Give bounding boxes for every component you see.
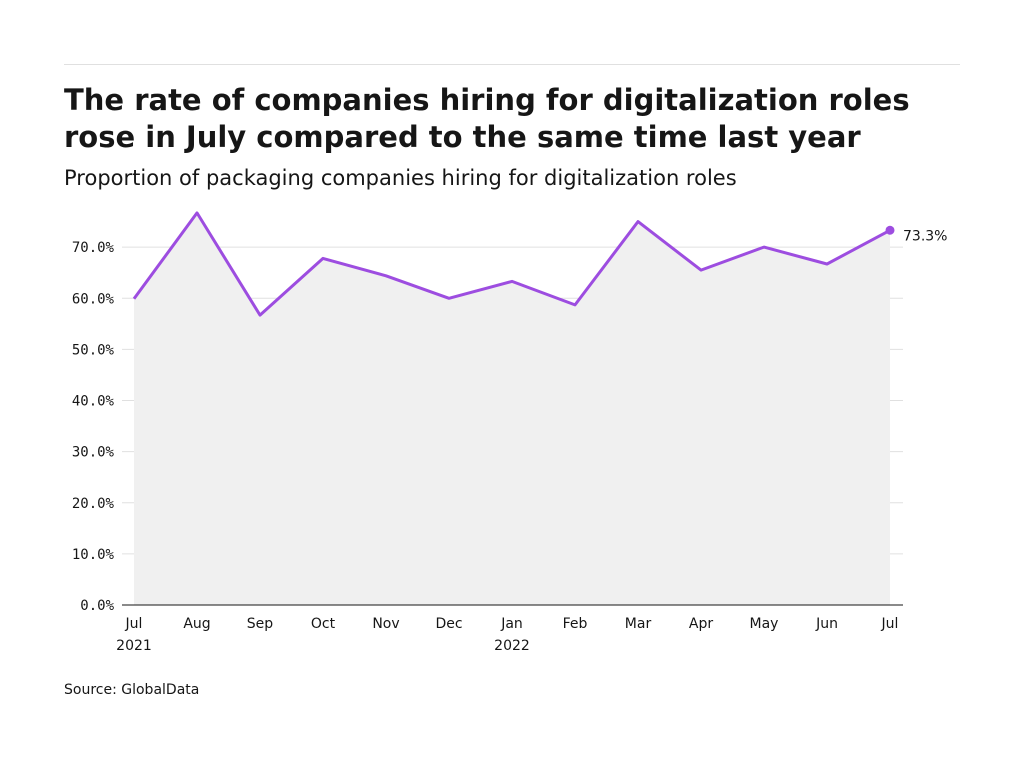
x-tick-label: Mar [625, 616, 652, 632]
y-tick-label: 30.0% [72, 445, 115, 461]
y-tick-label: 20.0% [72, 496, 115, 512]
x-tick-label: Feb [563, 616, 588, 632]
chart-title: The rate of companies hiring for digital… [64, 83, 910, 154]
series-line [132, 211, 891, 317]
x-tick-label: Jan [500, 616, 523, 632]
x-tick-label: Apr [689, 616, 713, 632]
area-fill [134, 212, 890, 605]
y-tick-label: 70.0% [72, 240, 115, 256]
x-tick-label: Dec [435, 616, 462, 632]
x-tick-label: Jun [815, 616, 838, 632]
x-tick-year-label: 2021 [116, 638, 152, 654]
x-tick-label: Nov [372, 616, 399, 632]
x-tick-label: Aug [183, 616, 210, 632]
y-tick-label: 40.0% [72, 394, 115, 410]
source-note: Source: GlobalData [64, 682, 200, 698]
y-tick-label: 50.0% [72, 342, 115, 358]
chart-subtitle: Proportion of packaging companies hiring… [64, 166, 737, 190]
x-tick-label: Oct [311, 616, 336, 632]
y-tick-label: 10.0% [72, 547, 115, 563]
x-tick-label: Jul [125, 616, 143, 632]
x-tick-label: May [750, 616, 779, 632]
x-tick-label: Sep [247, 616, 274, 632]
x-axis: Jul 2021 Aug Sep Oct Nov Dec Jan 2022 Feb Mar Apr Ma… [116, 616, 898, 654]
x-tick-year-label: 2022 [494, 638, 530, 654]
y-tick-label: 0.0% [80, 598, 114, 614]
end-value-label: 73.3% [903, 228, 947, 244]
y-axis: 0.0% 10.0% 20.0% 30.0% 40.0% 50.0% 60.0% 70.0% [72, 240, 115, 614]
y-tick-label: 60.0% [72, 291, 115, 307]
x-tick-label: Jul [881, 616, 899, 632]
end-point-marker [885, 225, 895, 235]
top-rule [64, 64, 960, 65]
